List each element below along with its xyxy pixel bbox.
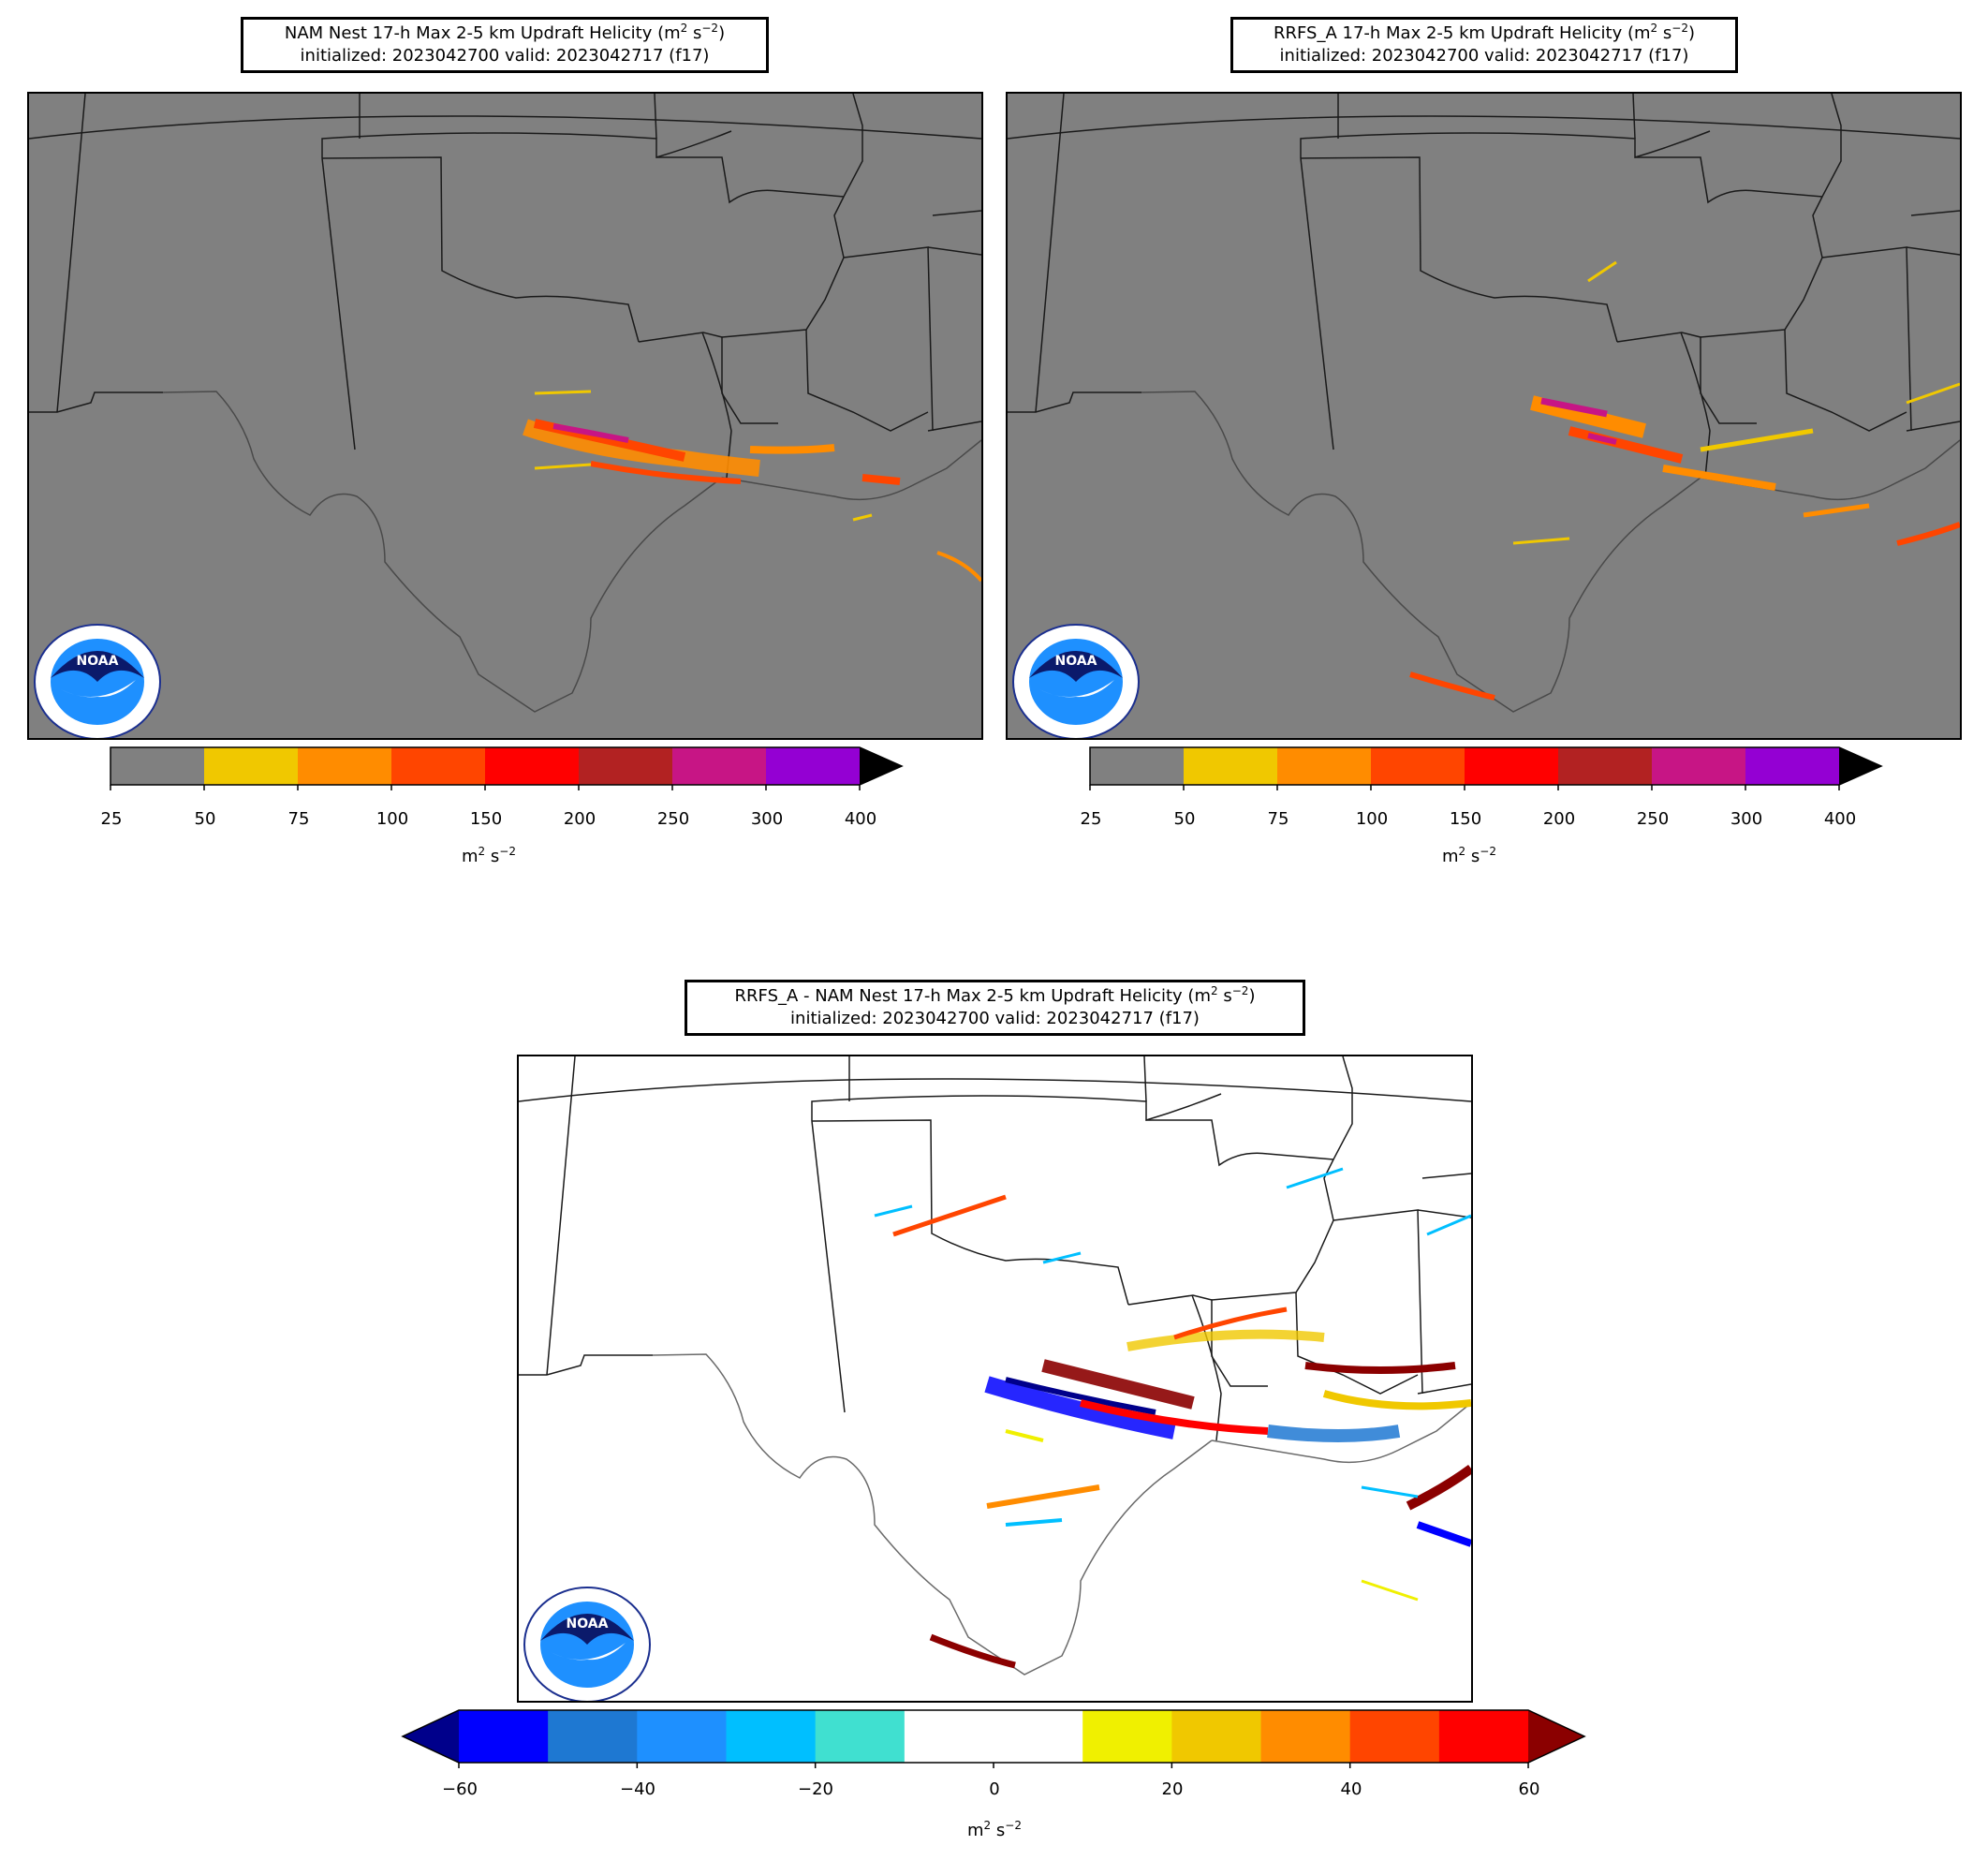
panel-title-nam-line1: NAM Nest 17-h Max 2-5 km Updraft Helicit…: [284, 22, 726, 43]
colorbar-segment: [994, 1710, 1083, 1763]
colorbar-segment: [1090, 747, 1184, 785]
uh-swaths: [1409, 260, 1960, 701]
colorbar-segment: [485, 747, 579, 785]
colorbar-segment: [110, 747, 204, 785]
map-rrfs: NOAA: [1006, 92, 1962, 740]
cbar-bottom-tick-4: 20: [1161, 1779, 1184, 1799]
colorbar-segment: [1171, 1710, 1262, 1763]
cbar-top-tick-rrfs-3: 100: [1355, 809, 1389, 829]
colorbar-segment: [766, 747, 860, 785]
colorbar-outline: [1089, 746, 1883, 786]
cbar-top-tick-nam-2: 75: [287, 809, 310, 829]
colorbar-segment: [1745, 747, 1839, 785]
cbar-top-tick-rrfs-2: 75: [1267, 809, 1289, 829]
colorbar-segment: [672, 747, 766, 785]
colorbar-rrfs: [1089, 746, 1886, 792]
panel-title-nam-line2: initialized: 2023042700 valid: 202304271…: [300, 46, 710, 66]
colorbar-extend-high: [1839, 747, 1881, 785]
cbar-top-tick-nam-6: 250: [656, 809, 690, 829]
panel-title-nam: NAM Nest 17-h Max 2-5 km Updraft Helicit…: [241, 17, 769, 73]
colorbar-extend-high: [860, 747, 902, 785]
colorbar-unit-diff: m2 s−2: [967, 1819, 1022, 1840]
cbar-top-tick-rrfs-6: 250: [1636, 809, 1670, 829]
map-nam: NOAA: [27, 92, 983, 740]
colorbar-segment: [1652, 747, 1745, 785]
colorbar-segment: [1371, 747, 1465, 785]
noaa-logo-nam: NOAA: [33, 624, 162, 738]
panel-title-diff-line2: initialized: 2023042700 valid: 202304271…: [790, 1009, 1200, 1028]
colorbar-nam-svg: [110, 746, 904, 790]
colorbar-segment: [1082, 1710, 1172, 1763]
state-borders: [519, 1056, 1471, 1441]
colorbar-segment: [1184, 747, 1277, 785]
noaa-logo-diff: NOAA: [523, 1587, 652, 1701]
cbar-top-tick-nam-8: 400: [844, 809, 877, 829]
colorbar-diff: [401, 1709, 1586, 1768]
colorbar-segment: [1260, 1710, 1351, 1763]
map-diff: NOAA: [517, 1055, 1473, 1703]
svg-text:NOAA: NOAA: [1055, 654, 1097, 669]
noaa-logo-rrfs: NOAA: [1011, 624, 1141, 738]
colorbar-segment: [298, 747, 391, 785]
colorbar-extend-high: [1528, 1710, 1585, 1763]
cbar-top-tick-nam-4: 150: [469, 809, 503, 829]
cbar-top-tick-rrfs-5: 200: [1542, 809, 1576, 829]
colorbar-segment: [1349, 1710, 1440, 1763]
colorbar-segment: [904, 1710, 994, 1763]
colorbar-nam: [110, 746, 906, 792]
cbar-top-tick-rrfs-0: 25: [1080, 809, 1102, 829]
svg-text:NOAA: NOAA: [77, 654, 119, 669]
state-borders: [29, 94, 981, 479]
colorbar-segment: [391, 747, 485, 785]
cbar-top-tick-rrfs-8: 400: [1823, 809, 1857, 829]
colorbar-rrfs-svg: [1089, 746, 1883, 790]
colorbar-segment: [726, 1710, 817, 1763]
colorbar-diff-svg: [401, 1709, 1586, 1768]
texas-coastline: [162, 391, 981, 713]
cbar-bottom-tick-1: −40: [620, 1779, 655, 1799]
cbar-bottom-tick-0: −60: [442, 1779, 478, 1799]
colorbar-segment: [579, 747, 672, 785]
cbar-top-tick-nam-1: 50: [194, 809, 216, 829]
colorbar-segment: [459, 1710, 549, 1763]
colorbar-segment: [1465, 747, 1558, 785]
cbar-top-tick-rrfs-4: 150: [1449, 809, 1482, 829]
cbar-bottom-tick-6: 60: [1518, 1779, 1540, 1799]
cbar-top-tick-nam-5: 200: [563, 809, 596, 829]
panel-title-rrfs: RRFS_A 17-h Max 2-5 km Updraft Helicity …: [1230, 17, 1738, 73]
svg-text:NOAA: NOAA: [567, 1617, 609, 1631]
cbar-bottom-tick-3: 0: [989, 1779, 1000, 1799]
uh-swaths: [523, 390, 981, 583]
texas-coastline: [1141, 391, 1960, 713]
map-diff-svg: [519, 1056, 1471, 1676]
cbar-top-tick-rrfs-7: 300: [1730, 809, 1763, 829]
panel-title-rrfs-line1: RRFS_A 17-h Max 2-5 km Updraft Helicity …: [1273, 22, 1695, 43]
uh-difference-swaths: [874, 1167, 1471, 1669]
panel-title-rrfs-line2: initialized: 2023042700 valid: 202304271…: [1279, 46, 1689, 66]
panel-title-diff-line1: RRFS_A - NAM Nest 17-h Max 2-5 km Updraf…: [734, 984, 1256, 1006]
colorbar-segment: [1438, 1710, 1529, 1763]
cbar-bottom-tick-2: −20: [798, 1779, 833, 1799]
cbar-top-tick-nam-0: 25: [100, 809, 123, 829]
colorbar-unit-rrfs: m2 s−2: [1442, 845, 1496, 866]
map-nam-svg: [29, 94, 981, 713]
colorbar-segment: [815, 1710, 906, 1763]
colorbar-segment: [637, 1710, 728, 1763]
colorbar-segment: [204, 747, 298, 785]
cbar-bottom-tick-5: 40: [1340, 1779, 1362, 1799]
colorbar-unit-nam: m2 s−2: [462, 845, 516, 866]
colorbar-segment: [1558, 747, 1652, 785]
map-rrfs-svg: [1008, 94, 1960, 713]
cbar-top-tick-rrfs-1: 50: [1173, 809, 1196, 829]
colorbar-segment: [548, 1710, 638, 1763]
colorbar-outline: [110, 746, 904, 786]
state-borders: [1008, 94, 1960, 479]
colorbar-extend-low: [403, 1710, 459, 1763]
cbar-top-tick-nam-7: 300: [750, 809, 784, 829]
panel-title-diff: RRFS_A - NAM Nest 17-h Max 2-5 km Updraf…: [685, 980, 1305, 1036]
colorbar-segment: [1277, 747, 1371, 785]
texas-coastline: [652, 1353, 1471, 1676]
cbar-top-tick-nam-3: 100: [376, 809, 409, 829]
